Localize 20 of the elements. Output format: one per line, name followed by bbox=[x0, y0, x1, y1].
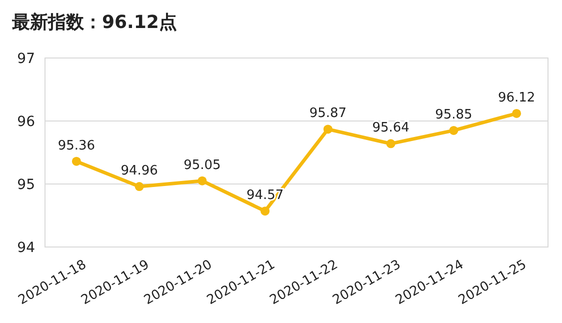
point bbox=[72, 156, 81, 166]
data-label: 95.64 bbox=[372, 120, 410, 136]
y-tick-label: 95 bbox=[17, 176, 35, 193]
point bbox=[260, 206, 270, 216]
point bbox=[449, 126, 458, 135]
data-label: 95.85 bbox=[435, 107, 472, 122]
point bbox=[512, 108, 522, 118]
point bbox=[134, 182, 144, 192]
chart-title: 最新指数：96.12点 bbox=[11, 12, 177, 33]
data-label: 96.12 bbox=[498, 90, 536, 106]
point bbox=[386, 139, 396, 148]
y-tick-label: 97 bbox=[17, 50, 35, 67]
point bbox=[323, 124, 332, 134]
data-label: 95.36 bbox=[58, 138, 96, 154]
data-label: 95.05 bbox=[184, 158, 221, 173]
y-tick-label: 96 bbox=[17, 114, 36, 130]
data-label: 95.87 bbox=[309, 106, 347, 122]
data-label: 94.96 bbox=[120, 164, 158, 179]
point bbox=[198, 176, 207, 186]
y-tick-label: 94 bbox=[17, 240, 36, 256]
